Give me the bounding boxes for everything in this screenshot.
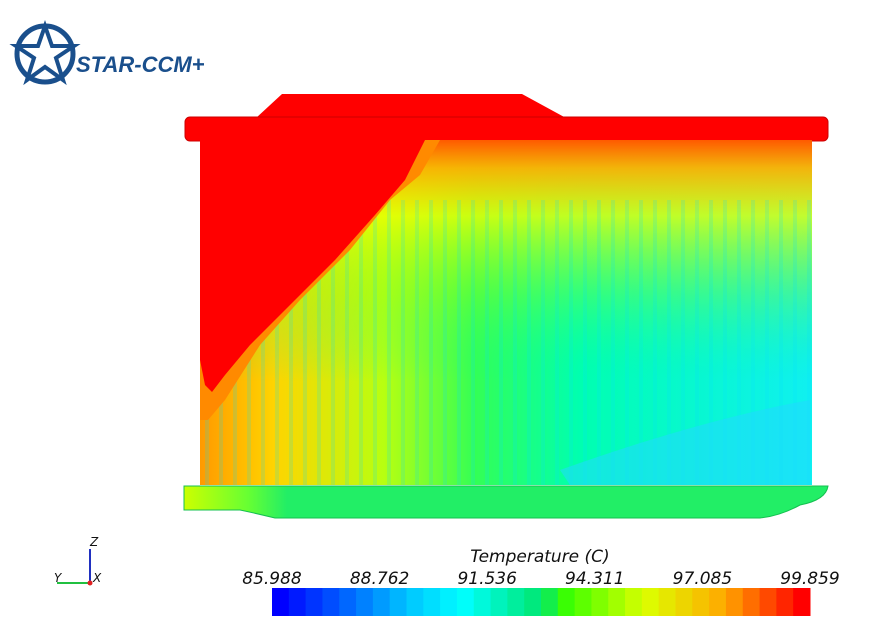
y-label: Y bbox=[54, 571, 63, 585]
color-step bbox=[272, 588, 290, 616]
hot-zone bbox=[200, 140, 425, 392]
color-step bbox=[541, 588, 559, 616]
color-step bbox=[440, 588, 458, 616]
color-step bbox=[305, 588, 323, 616]
color-step bbox=[742, 588, 761, 616]
color-step bbox=[709, 588, 727, 616]
legend-tick-label: 85.988 bbox=[242, 569, 302, 589]
top-plate bbox=[184, 116, 829, 142]
logo-star bbox=[9, 19, 81, 86]
color-step bbox=[641, 588, 660, 616]
color-step bbox=[490, 588, 508, 616]
color-step bbox=[524, 588, 542, 616]
color-step bbox=[423, 588, 441, 616]
z-label: Z bbox=[89, 535, 99, 549]
color-step bbox=[591, 588, 609, 616]
color-step bbox=[322, 588, 340, 616]
logo: STAR-CCM+ bbox=[9, 19, 205, 86]
color-step bbox=[473, 588, 492, 616]
bottom-plate bbox=[183, 485, 829, 519]
color-step bbox=[389, 588, 407, 616]
color-legend: Temperature (C) 85.988 88.762 91.536 94.311… bbox=[242, 547, 840, 616]
color-step bbox=[608, 588, 626, 616]
color-step bbox=[692, 588, 710, 616]
cool-zone bbox=[560, 400, 810, 485]
x-label: X bbox=[92, 571, 102, 585]
color-step bbox=[339, 588, 357, 616]
legend-tick-label: 91.536 bbox=[457, 569, 517, 589]
color-step bbox=[406, 588, 424, 616]
color-step bbox=[372, 588, 391, 616]
axis-triad: Z Y X bbox=[54, 535, 102, 586]
legend-title: Temperature (C) bbox=[470, 547, 609, 567]
legend-tick-label: 99.859 bbox=[780, 569, 839, 589]
color-step bbox=[507, 588, 525, 616]
color-step bbox=[574, 588, 592, 616]
x-axis bbox=[87, 580, 93, 586]
color-step bbox=[456, 588, 475, 616]
color-step bbox=[288, 588, 307, 616]
color-step bbox=[625, 588, 643, 616]
color-step bbox=[776, 588, 794, 616]
color-step bbox=[793, 588, 811, 616]
color-step bbox=[658, 588, 676, 616]
color-step bbox=[675, 588, 693, 616]
model bbox=[183, 94, 829, 519]
color-step bbox=[759, 588, 777, 616]
color-step bbox=[356, 588, 374, 616]
logo-text: STAR-CCM+ bbox=[76, 52, 205, 77]
legend-tick-label: 97.085 bbox=[673, 569, 732, 589]
color-step bbox=[725, 588, 744, 616]
top-bump bbox=[256, 94, 566, 118]
legend-tick-label: 88.762 bbox=[350, 569, 409, 589]
legend-tick-label: 94.311 bbox=[565, 569, 624, 589]
color-step bbox=[557, 588, 576, 616]
